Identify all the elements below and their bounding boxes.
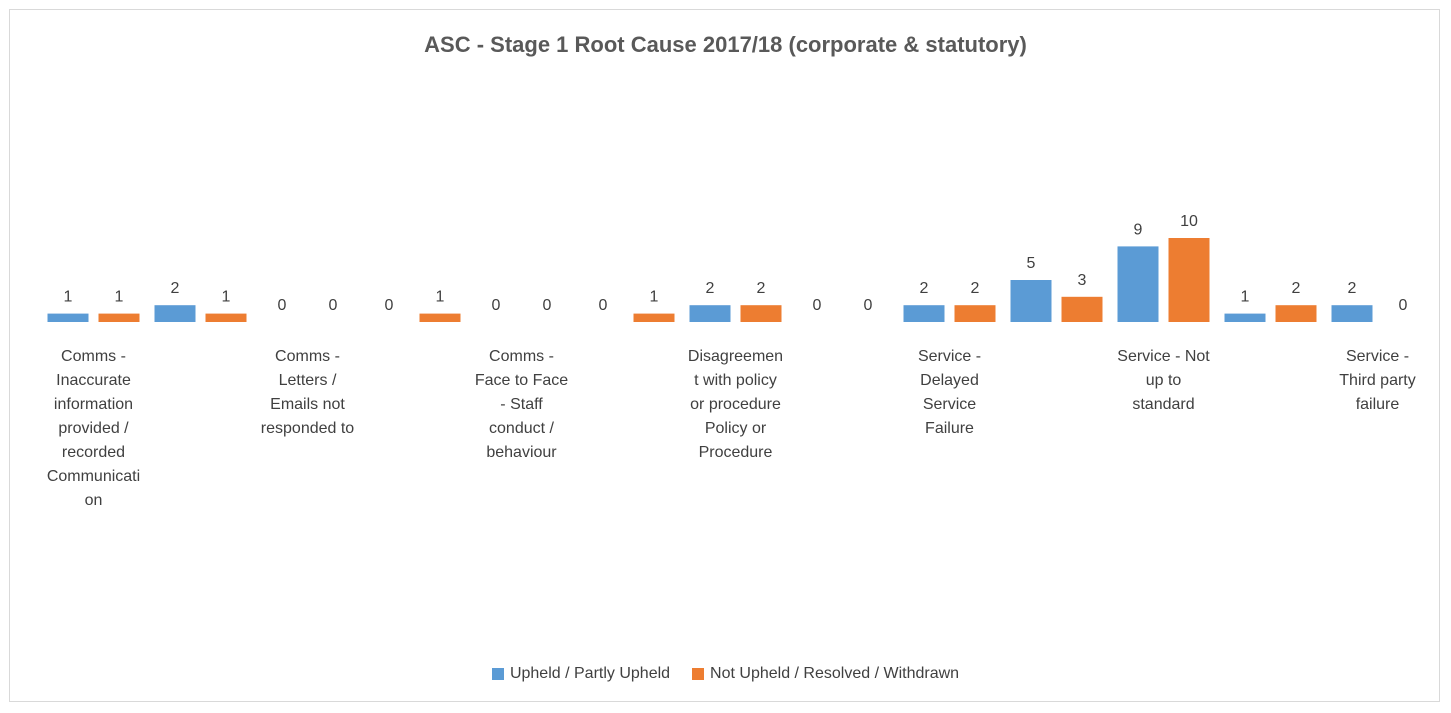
bar (633, 313, 675, 322)
data-label: 1 (115, 289, 124, 306)
data-label: 0 (864, 297, 873, 314)
bar (98, 313, 140, 322)
bar (1275, 305, 1317, 322)
data-label: 0 (492, 297, 501, 314)
legend: Upheld / Partly Upheld Not Upheld / Resol… (0, 665, 1451, 683)
x-tick-label: Comms - Letters / Emails not responded t… (260, 348, 355, 437)
bar (1168, 238, 1210, 322)
data-label: 10 (1180, 213, 1198, 230)
data-label: 5 (1027, 255, 1036, 272)
legend-item: Not Upheld / Resolved / Withdrawn (692, 665, 959, 683)
chart-title: ASC - Stage 1 Root Cause 2017/18 (corpor… (424, 32, 1027, 57)
data-label: 9 (1134, 221, 1143, 238)
x-tick-label: Service - Not up to standard (1117, 348, 1210, 413)
data-label: 2 (171, 280, 180, 297)
bar (47, 313, 89, 322)
bar (1224, 313, 1266, 322)
data-label: 0 (813, 297, 822, 314)
x-tick-label: Service - Delayed Service Failure (917, 348, 982, 437)
legend-swatch (692, 668, 705, 680)
data-label: 1 (436, 289, 445, 306)
data-label: 2 (1348, 280, 1357, 297)
data-label: 1 (650, 289, 659, 306)
data-label: 1 (64, 289, 73, 306)
bar (954, 305, 996, 322)
data-label: 2 (1292, 280, 1301, 297)
data-label: 0 (543, 297, 552, 314)
x-tick-label: Service - Third party failure (1339, 348, 1416, 413)
x-tick-label: Comms - Inaccurate information provided … (46, 348, 141, 509)
bar (1010, 280, 1052, 322)
bar (205, 313, 247, 322)
data-label: 2 (920, 280, 929, 297)
data-label: 0 (385, 297, 394, 314)
chart-frame (9, 9, 1440, 702)
data-label: 0 (329, 297, 338, 314)
data-label: 0 (278, 297, 287, 314)
x-tick-label: Disagreement with policy or procedure Po… (687, 348, 784, 461)
x-tick-label: Comms - Face to Face - Staff conduct / b… (474, 348, 569, 461)
data-label: 0 (1399, 297, 1408, 314)
data-label: 3 (1078, 272, 1087, 289)
legend-label: Upheld / Partly Upheld (509, 665, 671, 682)
legend-swatch (491, 668, 504, 680)
data-label: 2 (971, 280, 980, 297)
bar (1117, 246, 1159, 322)
bar (154, 305, 196, 322)
legend-label: Not Upheld / Resolved / Withdrawn (710, 665, 960, 682)
data-label: 2 (706, 280, 715, 297)
bar (740, 305, 782, 322)
bar (1331, 305, 1373, 322)
data-label: 2 (757, 280, 766, 297)
bar (419, 313, 461, 322)
bar (1061, 296, 1103, 322)
data-label: 0 (599, 297, 608, 314)
legend-item: Upheld / Partly Upheld (491, 665, 671, 683)
data-label: 1 (222, 289, 231, 306)
bar (903, 305, 945, 322)
data-label: 1 (1241, 289, 1250, 306)
bar (689, 305, 731, 322)
